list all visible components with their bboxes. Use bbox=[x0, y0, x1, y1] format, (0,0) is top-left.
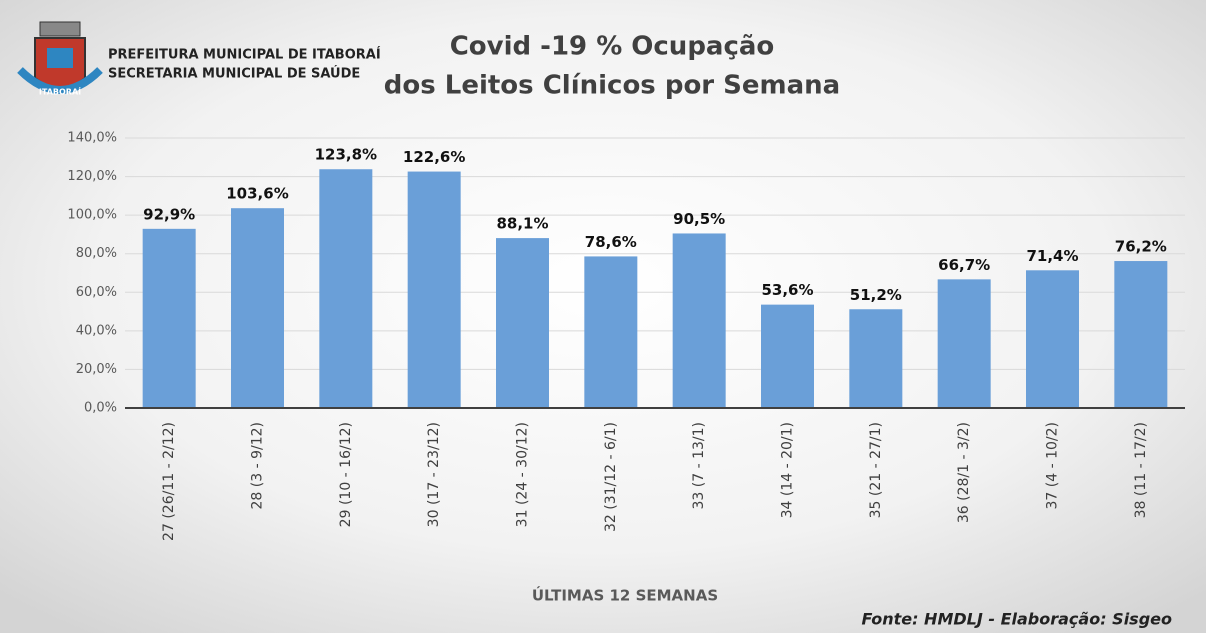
y-tick-label: 60,0% bbox=[76, 285, 117, 300]
data-label: 90,5% bbox=[673, 210, 725, 228]
y-tick-label: 40,0% bbox=[76, 323, 117, 338]
y-tick-label: 80,0% bbox=[76, 246, 117, 261]
x-tick-label: 30 (17 - 23/12) bbox=[426, 422, 442, 527]
data-label: 78,6% bbox=[585, 233, 637, 251]
y-tick-label: 0,0% bbox=[84, 401, 117, 416]
bar bbox=[761, 304, 814, 408]
x-axis-label: ÚLTIMAS 12 SEMANAS bbox=[532, 586, 718, 605]
bar bbox=[231, 208, 284, 408]
y-tick-label: 20,0% bbox=[76, 362, 117, 377]
x-tick-label: 37 (4 - 10/2) bbox=[1045, 422, 1061, 510]
chart-title: dos Leitos Clínicos por Semana bbox=[384, 71, 840, 101]
bar bbox=[1026, 270, 1079, 408]
x-tick-label: 29 (10 - 16/12) bbox=[338, 422, 354, 527]
x-tick-label: 27 (26/11 - 2/12) bbox=[161, 422, 177, 541]
data-label: 76,2% bbox=[1115, 238, 1167, 256]
y-tick-label: 120,0% bbox=[67, 169, 117, 184]
data-label: 122,6% bbox=[403, 148, 465, 166]
x-tick-label: 31 (24 - 30/12) bbox=[515, 422, 531, 527]
bar bbox=[1114, 261, 1168, 408]
data-label: 51,2% bbox=[850, 286, 902, 304]
data-label: 66,7% bbox=[938, 256, 990, 274]
bar bbox=[496, 238, 549, 408]
x-tick-label: 38 (11 - 17/2) bbox=[1133, 422, 1149, 518]
source: Fonte: HMDLJ - Elaboração: Sisgeo bbox=[862, 610, 1172, 629]
x-tick-label: 32 (31/12 - 6/1) bbox=[603, 422, 619, 532]
data-label: 53,6% bbox=[761, 281, 813, 299]
bar bbox=[142, 228, 196, 408]
header-line: SECRETARIA MUNICIPAL DE SAÚDE bbox=[108, 66, 360, 82]
bar bbox=[407, 171, 461, 408]
bar bbox=[849, 309, 903, 408]
data-label: 71,4% bbox=[1026, 247, 1078, 265]
x-tick-label: 36 (28/1 - 3/2) bbox=[956, 422, 972, 523]
x-tick-label: 35 (21 - 27/1) bbox=[868, 422, 884, 518]
logo-text: ITABORAÍ bbox=[39, 86, 81, 97]
bar bbox=[319, 169, 373, 408]
bar bbox=[937, 279, 991, 408]
bar bbox=[672, 233, 726, 408]
y-tick-label: 100,0% bbox=[67, 208, 117, 223]
logo: ITABORAÍ bbox=[17, 21, 103, 97]
data-label: 123,8% bbox=[315, 146, 377, 164]
header-line: PREFEITURA MUNICIPAL DE ITABORAÍ bbox=[108, 47, 381, 63]
bar bbox=[584, 256, 638, 408]
x-tick-label: 34 (14 - 20/1) bbox=[780, 422, 796, 518]
data-label: 92,9% bbox=[143, 205, 195, 223]
x-tick-label: 33 (7 - 13/1) bbox=[691, 422, 707, 510]
y-tick-label: 140,0% bbox=[67, 131, 117, 146]
chart-title: Covid -19 % Ocupação bbox=[450, 32, 775, 62]
x-tick-label: 28 (3 - 9/12) bbox=[250, 422, 266, 510]
data-label: 103,6% bbox=[226, 185, 288, 203]
data-label: 88,1% bbox=[496, 215, 548, 233]
